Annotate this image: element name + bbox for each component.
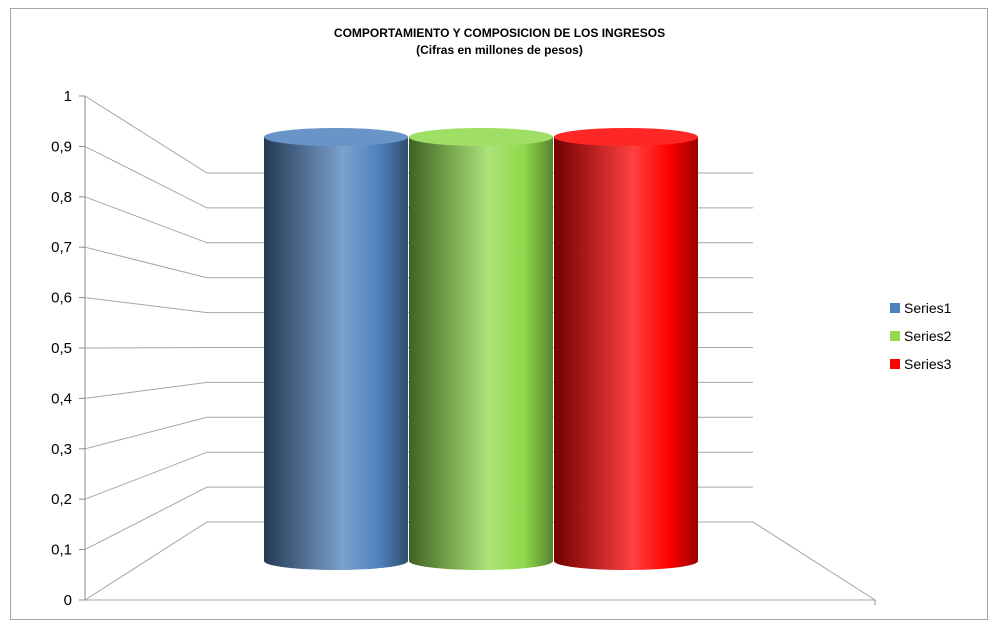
chart-floor [84,521,877,601]
y-tick-label: 0,7 [51,239,72,256]
legend-item: Series1 [890,300,952,316]
chart-title: COMPORTAMIENTO Y COMPOSICION DE LOS INGR… [333,26,666,40]
legend-item: Series2 [890,328,952,344]
legend-item: Series3 [890,356,952,372]
chart-subtitle: (Cifras en millones de pesos) [416,43,583,57]
legend-swatch [890,303,900,313]
legend-swatch [890,359,900,369]
y-tick-label: 0,2 [51,491,72,508]
cylinder-top [409,128,553,146]
y-tick-label: 0 [64,592,72,609]
legend-label: Series2 [904,328,952,344]
bar-series3 [554,128,698,570]
y-tick-label: 0,3 [51,441,72,458]
chart-bars [264,128,698,570]
cylinder-top [264,128,408,146]
y-axis-ticks: 0 0,1 0,2 0,3 0,4 0,5 0,6 0,7 0,8 0,9 1 [51,88,85,609]
legend-swatch [890,331,900,341]
y-tick-label: 0,9 [51,138,72,155]
y-tick-label: 0,4 [51,390,72,407]
y-tick-label: 0,6 [51,290,72,307]
y-tick-label: 1 [64,88,72,105]
legend-label: Series3 [904,356,952,372]
y-tick-label: 0,8 [51,189,72,206]
bar-series2 [409,128,553,570]
cylinder-body [554,137,698,570]
cylinder-body [264,137,408,570]
y-tick-label: 0,5 [51,340,72,357]
legend-label: Series1 [904,300,952,316]
cylinder-body [409,137,553,570]
cylinder-top [554,128,698,146]
y-tick-label: 0,1 [51,542,72,559]
bar-series1 [264,128,408,570]
chart-legend: Series1 Series2 Series3 [890,300,952,372]
